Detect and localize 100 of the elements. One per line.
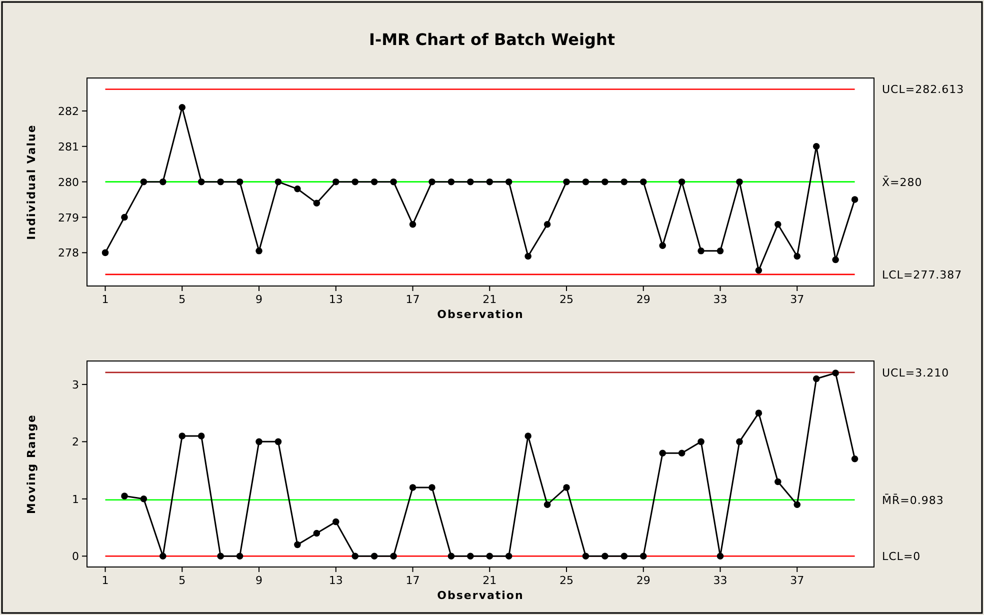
point [640, 552, 647, 560]
y-tick-label: 281 [58, 140, 79, 154]
y-tick-label: 0 [72, 550, 79, 564]
point [563, 484, 570, 491]
point [602, 178, 608, 186]
point [160, 552, 166, 560]
point [390, 552, 397, 560]
point [332, 178, 340, 186]
point [640, 178, 647, 186]
point [217, 178, 224, 186]
ref-line-label: LCL=277.387 [882, 268, 962, 282]
point [370, 178, 378, 186]
point [794, 252, 801, 260]
x-tick-label: 33 [713, 293, 728, 306]
ref-line-label: LCL=0 [882, 550, 921, 564]
point [659, 450, 666, 457]
point [774, 220, 782, 228]
x-tick-label: 37 [790, 293, 804, 306]
point [178, 432, 186, 440]
point [812, 143, 820, 150]
point [716, 552, 724, 560]
point [774, 478, 782, 486]
point [755, 410, 762, 416]
point [678, 178, 686, 186]
point [102, 249, 109, 256]
point [505, 552, 512, 560]
x-axis-title: Observation [437, 308, 524, 321]
point [448, 178, 455, 186]
point [121, 214, 128, 221]
point [467, 178, 474, 186]
point [659, 242, 666, 249]
x-tick-label: 29 [636, 574, 650, 587]
point [678, 450, 686, 457]
point [602, 552, 608, 560]
point [716, 248, 724, 254]
x-tick-label: 21 [482, 574, 497, 587]
point [428, 484, 436, 491]
point [370, 552, 378, 560]
point [294, 186, 301, 192]
ref-line-label: X̄=280 [882, 174, 922, 189]
point [505, 178, 512, 186]
point [620, 552, 628, 560]
point [313, 200, 320, 206]
y-axis-title: Individual Value [25, 124, 38, 240]
point [620, 178, 628, 186]
chart-title: I-MR Chart of Batch Weight [369, 30, 616, 49]
point [256, 438, 262, 446]
point [236, 178, 244, 186]
point [832, 370, 839, 376]
point [313, 530, 320, 537]
point [409, 220, 416, 228]
point [217, 552, 224, 560]
point [352, 178, 358, 186]
x-tick-label: 25 [560, 293, 574, 306]
point [274, 438, 282, 446]
point [274, 178, 282, 186]
point [524, 252, 532, 260]
point [582, 552, 590, 560]
y-tick-label: 282 [58, 104, 79, 118]
x-tick-label: 13 [328, 574, 343, 587]
point [755, 267, 762, 274]
point [121, 492, 128, 500]
x-tick-label: 17 [406, 574, 420, 587]
point [390, 178, 397, 186]
point [140, 178, 148, 186]
point [544, 220, 551, 228]
point [178, 104, 186, 111]
point [736, 438, 743, 446]
point [236, 552, 244, 560]
x-tick-label: 9 [256, 293, 263, 306]
x-tick-label: 17 [406, 293, 420, 306]
x-axis-title: Observation [437, 589, 524, 602]
x-tick-label: 21 [482, 293, 497, 306]
point [198, 178, 205, 186]
point [332, 518, 340, 526]
point [352, 552, 358, 560]
x-tick-label: 25 [560, 574, 574, 587]
x-tick-label: 29 [636, 293, 650, 306]
point [486, 178, 494, 186]
y-tick-label: 280 [58, 176, 79, 189]
y-tick-label: 3 [72, 378, 79, 392]
x-tick-label: 1 [102, 293, 109, 306]
y-tick-label: 1 [72, 492, 79, 506]
point [428, 178, 436, 186]
x-tick-label: 37 [790, 574, 804, 587]
x-tick-label: 5 [178, 293, 186, 306]
point [486, 552, 494, 560]
point [851, 196, 858, 203]
point [582, 178, 590, 186]
x-tick-label: 9 [256, 574, 263, 587]
point [256, 248, 262, 254]
x-tick-label: 33 [713, 574, 728, 587]
point [698, 438, 704, 446]
point [160, 178, 166, 186]
ref-line-label: M̄R̄=0.983 [882, 492, 944, 507]
x-tick-label: 1 [102, 574, 109, 587]
y-tick-label: 279 [58, 211, 79, 224]
point [698, 248, 704, 254]
point [140, 496, 148, 502]
point [832, 256, 839, 264]
